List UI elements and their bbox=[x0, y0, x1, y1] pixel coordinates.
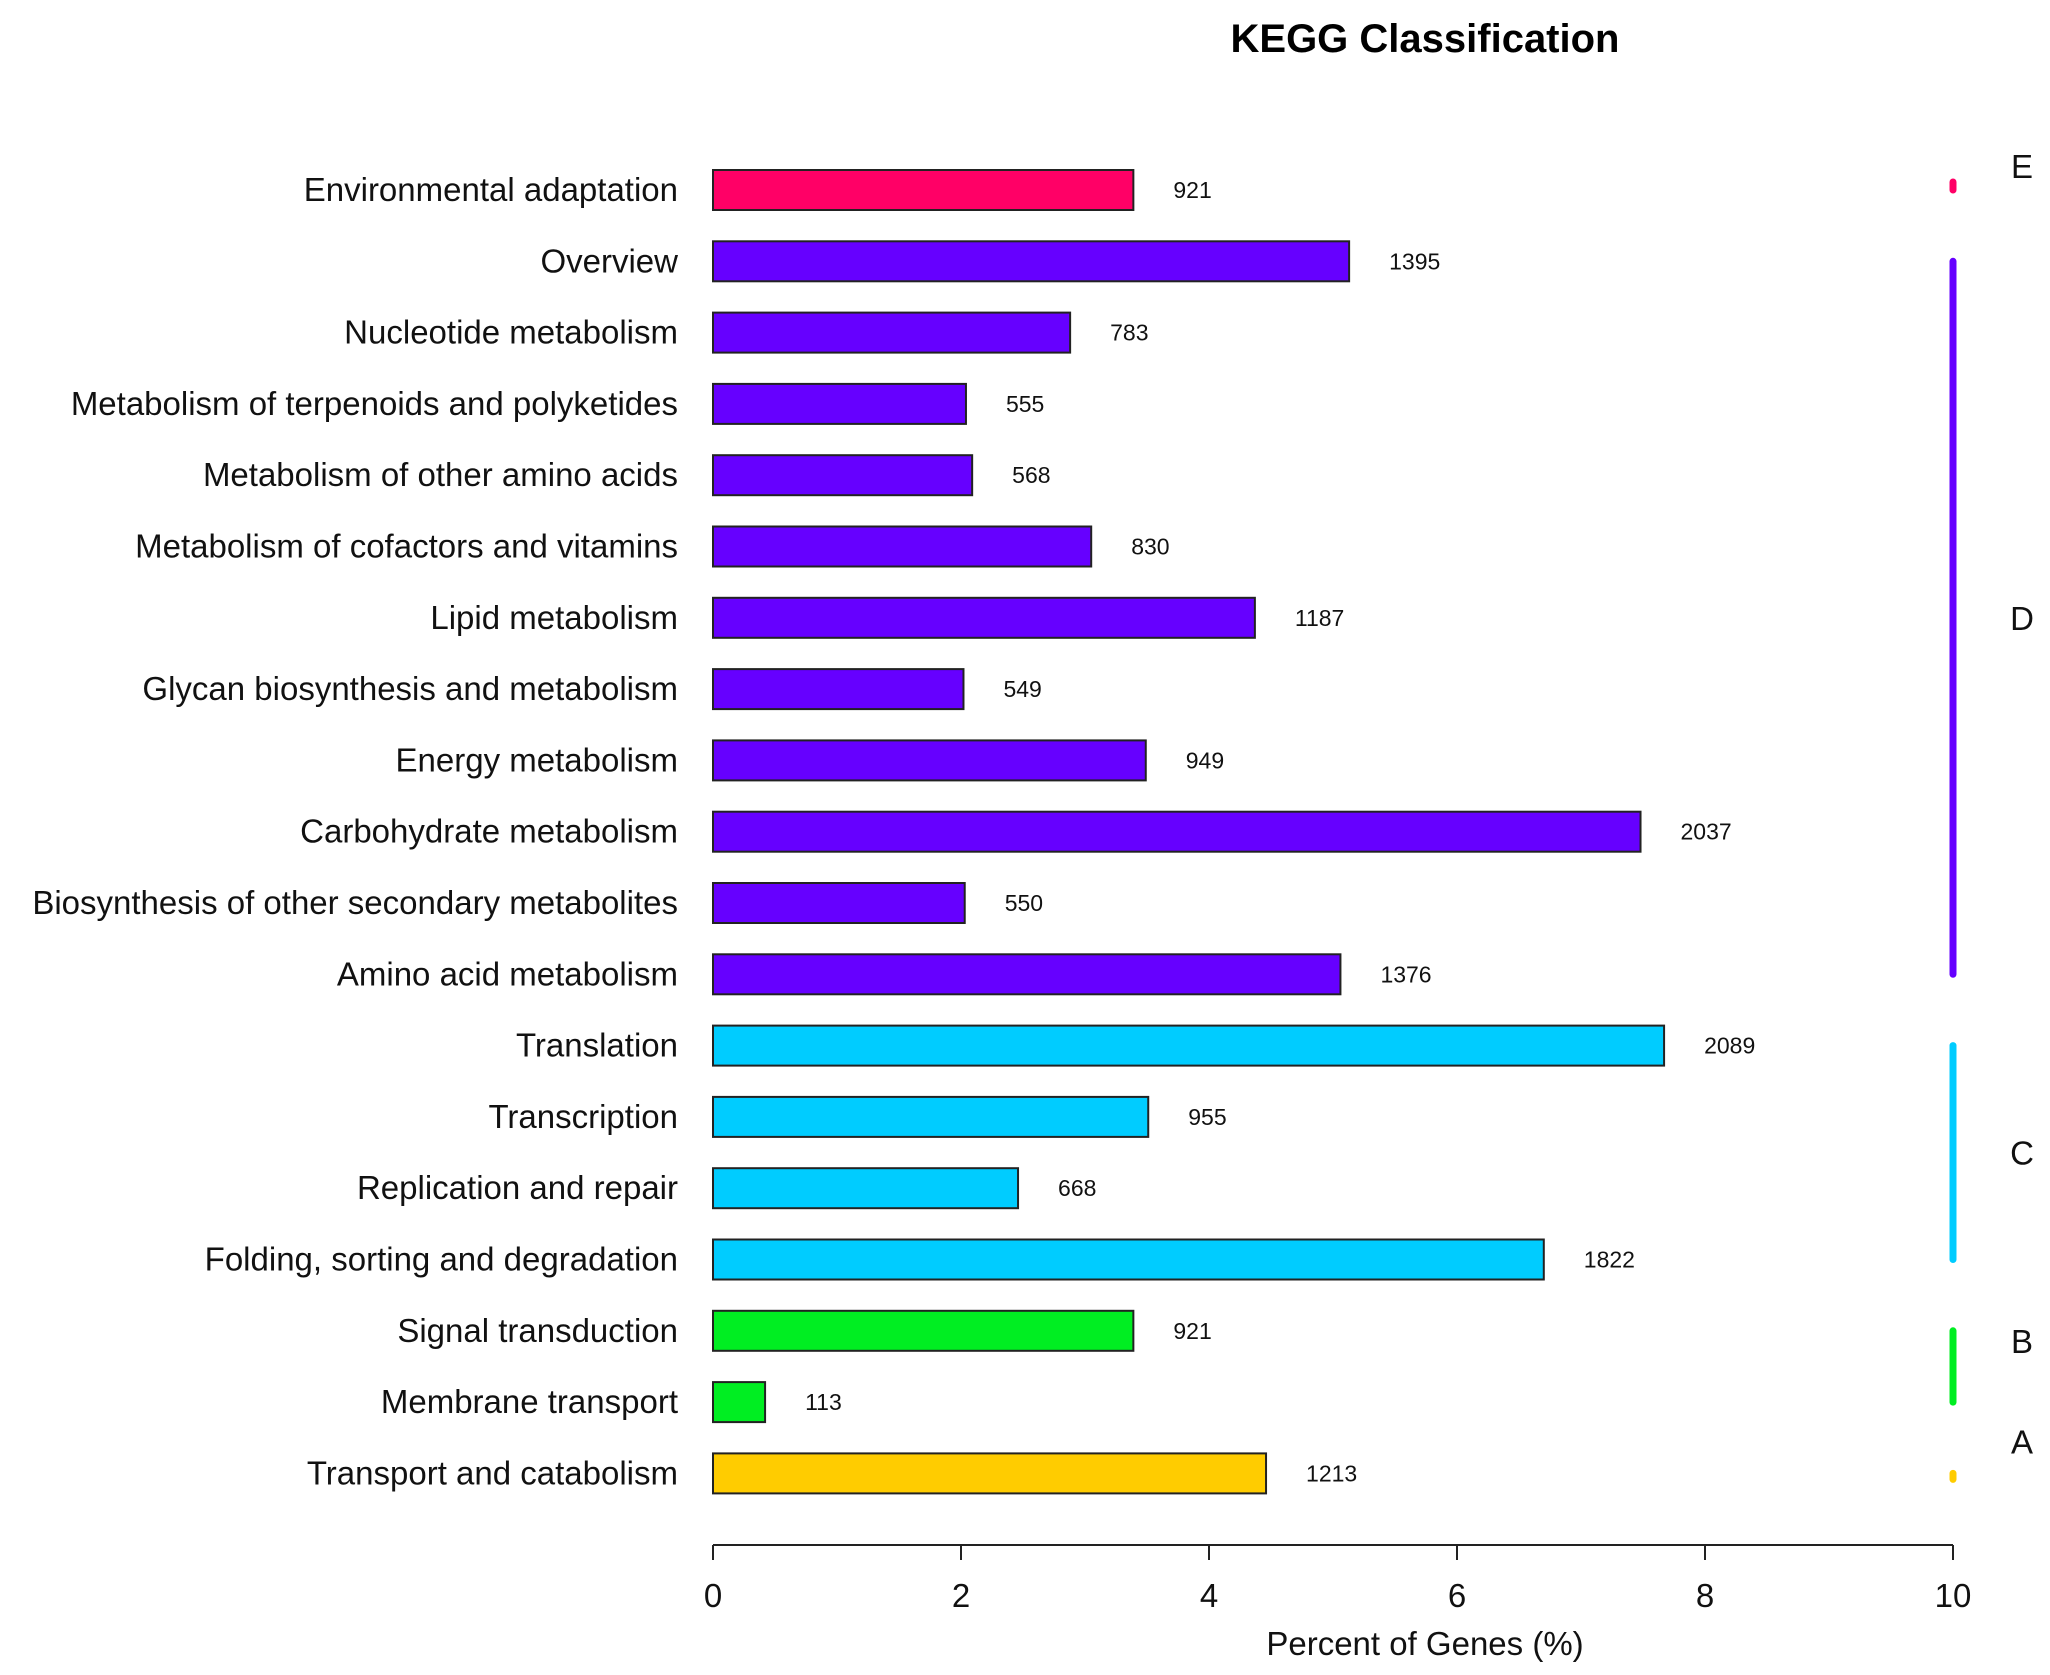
value-label: 1395 bbox=[1389, 248, 1440, 274]
bar bbox=[712, 1381, 767, 1424]
category-label: Metabolism of cofactors and vitamins bbox=[135, 528, 678, 565]
value-label: 2037 bbox=[1681, 819, 1732, 845]
bar bbox=[712, 311, 1072, 354]
value-label: 2089 bbox=[1704, 1033, 1755, 1059]
category-label: Carbohydrate metabolism bbox=[300, 813, 678, 850]
x-tick-label: 0 bbox=[704, 1577, 722, 1614]
value-label: 921 bbox=[1173, 1318, 1211, 1344]
category-label: Folding, sorting and degradation bbox=[205, 1241, 678, 1278]
category-label: Biosynthesis of other secondary metaboli… bbox=[32, 884, 678, 921]
bar bbox=[712, 739, 1147, 782]
bar bbox=[712, 810, 1642, 853]
category-label: Signal transduction bbox=[397, 1312, 678, 1349]
bar bbox=[712, 525, 1093, 568]
value-label: 113 bbox=[805, 1389, 842, 1415]
bar bbox=[712, 1452, 1268, 1495]
x-tick-label: 4 bbox=[1200, 1577, 1218, 1614]
value-label: 568 bbox=[1012, 462, 1050, 488]
group-label: D bbox=[2010, 600, 2034, 637]
value-label: 783 bbox=[1110, 320, 1148, 346]
value-label: 830 bbox=[1131, 534, 1169, 560]
group-label: E bbox=[2011, 148, 2033, 185]
x-axis-label: Percent of Genes (%) bbox=[1266, 1625, 1583, 1662]
value-label: 955 bbox=[1188, 1104, 1226, 1130]
category-label: Translation bbox=[516, 1027, 678, 1064]
value-label: 549 bbox=[1003, 676, 1041, 702]
category-label: Membrane transport bbox=[381, 1383, 678, 1420]
bar bbox=[712, 1238, 1545, 1281]
x-tick-label: 8 bbox=[1696, 1577, 1714, 1614]
x-tick-label: 6 bbox=[1448, 1577, 1466, 1614]
bar bbox=[712, 953, 1342, 996]
bar bbox=[712, 1024, 1666, 1067]
bar bbox=[712, 1095, 1150, 1138]
value-label: 1213 bbox=[1306, 1460, 1357, 1486]
group-label: B bbox=[2011, 1323, 2033, 1360]
x-tick-label: 2 bbox=[952, 1577, 970, 1614]
category-label: Metabolism of other amino acids bbox=[203, 456, 678, 493]
bar bbox=[712, 1167, 1020, 1210]
category-label: Replication and repair bbox=[357, 1169, 678, 1206]
category-label: Glycan biosynthesis and metabolism bbox=[142, 670, 678, 707]
bar bbox=[712, 169, 1135, 211]
value-label: 668 bbox=[1058, 1175, 1096, 1201]
bar bbox=[712, 668, 965, 711]
x-tick-label: 10 bbox=[1935, 1577, 1972, 1614]
bar bbox=[712, 382, 967, 425]
value-label: 949 bbox=[1186, 747, 1224, 773]
bar bbox=[712, 454, 974, 497]
category-label: Nucleotide metabolism bbox=[344, 314, 678, 351]
category-label: Energy metabolism bbox=[396, 741, 678, 778]
group-label: C bbox=[2010, 1135, 2034, 1172]
bar bbox=[712, 882, 966, 924]
bars-layer: Environmental adaptation 921 Overview 1395 N… bbox=[32, 169, 1755, 1495]
x-axis: 0 2 4 6 8 10 bbox=[704, 1544, 1972, 1614]
value-label: 1822 bbox=[1584, 1247, 1635, 1273]
value-label: 921 bbox=[1173, 177, 1211, 203]
chart-title: KEGG Classification bbox=[1231, 17, 1620, 61]
category-label: Metabolism of terpenoids and polyketides bbox=[71, 385, 678, 422]
value-label: 550 bbox=[1005, 890, 1043, 916]
value-label: 1187 bbox=[1295, 605, 1344, 631]
category-label: Transport and catabolism bbox=[307, 1454, 678, 1491]
value-label: 555 bbox=[1006, 391, 1044, 417]
category-label: Environmental adaptation bbox=[304, 171, 678, 208]
category-label: Lipid metabolism bbox=[430, 599, 678, 636]
bar bbox=[712, 1309, 1135, 1352]
category-label: Transcription bbox=[488, 1098, 678, 1135]
bar bbox=[712, 596, 1256, 639]
group-indicator-layer: E D C B A bbox=[1949, 148, 2034, 1483]
group-label: A bbox=[2011, 1423, 2033, 1460]
value-label: 1376 bbox=[1380, 961, 1431, 987]
bar bbox=[712, 240, 1351, 283]
category-label: Overview bbox=[540, 242, 678, 279]
category-label: Amino acid metabolism bbox=[337, 955, 678, 992]
